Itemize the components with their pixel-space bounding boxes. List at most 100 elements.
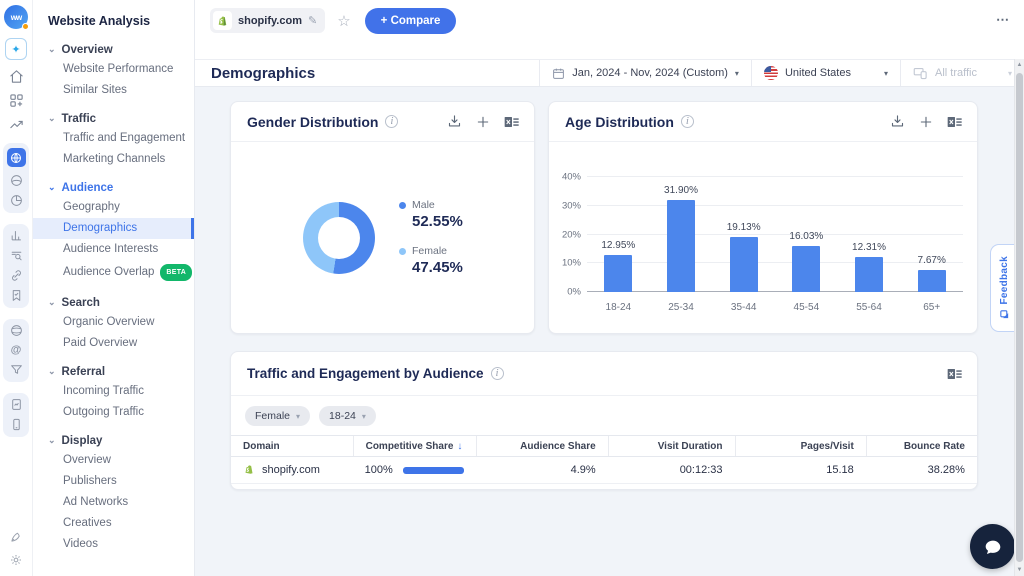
app-analysis-icon[interactable]	[10, 174, 23, 187]
info-icon[interactable]: i	[680, 115, 694, 128]
add-to-dashboard-icon[interactable]	[919, 115, 933, 129]
download-icon[interactable]	[447, 114, 462, 129]
excel-export-icon[interactable]	[947, 367, 963, 381]
link-icon[interactable]	[10, 269, 23, 282]
competitive-share-cell: 100%	[353, 457, 477, 483]
sidebar-item-overview[interactable]: Overview	[33, 450, 194, 471]
mobile-phone-icon[interactable]	[10, 418, 23, 431]
nav-section-label: Search	[61, 297, 100, 309]
domain-cell[interactable]: shopify.com	[231, 457, 353, 483]
nav-section-header-search[interactable]: ⌄ Search	[33, 294, 194, 312]
more-menu-icon[interactable]: ⋯	[996, 12, 1010, 27]
compare-button[interactable]: + Compare	[364, 8, 457, 34]
country-selector[interactable]: United States ▾	[750, 60, 900, 86]
sidebar-item-marketing-channels[interactable]: Marketing Channels	[33, 149, 194, 170]
sidebar-item-incoming-traffic[interactable]: Incoming Traffic	[33, 381, 194, 402]
similarweb-logo[interactable]: ᴡᴡ	[4, 5, 29, 30]
filter-chip-female[interactable]: Female ▾	[245, 406, 311, 426]
sidebar-item-organic-overview[interactable]: Organic Overview	[33, 312, 194, 333]
excel-export-icon[interactable]	[504, 115, 520, 129]
sidebar-item-similar-sites[interactable]: Similar Sites	[33, 80, 194, 101]
date-range-picker[interactable]: Jan, 2024 - Nov, 2024 (Custom) ▾	[539, 60, 751, 86]
chat-icon	[985, 540, 1000, 554]
trend-chart-icon[interactable]	[9, 117, 24, 132]
gender-distribution-card: Gender Distribution i Male 52.55% Female 47…	[230, 101, 535, 334]
scroll-up-arrow[interactable]: ▲	[1016, 62, 1023, 68]
website-analysis-icon[interactable]	[6, 148, 26, 167]
research-search-icon[interactable]	[10, 249, 23, 262]
column-header-visit-duration[interactable]: Visit Duration	[607, 436, 735, 456]
sidebar-item-website-performance[interactable]: Website Performance	[33, 59, 194, 80]
sidebar-item-geography[interactable]: Geography	[33, 197, 194, 218]
gridline	[587, 291, 963, 292]
edit-pencil-icon[interactable]: ✎	[307, 15, 318, 27]
scrollbar[interactable]: ▲ ▼	[1014, 59, 1024, 576]
rail-group-research	[3, 224, 29, 308]
excel-export-icon[interactable]	[947, 115, 963, 129]
keyword-search-icon[interactable]: @	[10, 344, 22, 356]
nav-section-header-traffic[interactable]: ⌄ Traffic	[33, 110, 194, 128]
sidebar-item-outgoing-traffic[interactable]: Outgoing Traffic	[33, 402, 194, 423]
scrollbar-thumb[interactable]	[1016, 73, 1023, 562]
column-header-audience-share[interactable]: Audience Share	[476, 436, 607, 456]
sidebar-item-label: Geography	[63, 201, 120, 213]
info-icon[interactable]: i	[385, 115, 399, 128]
ai-assistant-icon[interactable]: ✦	[5, 38, 27, 60]
download-icon[interactable]	[890, 114, 905, 129]
rail-group-marketing: @	[3, 319, 29, 382]
bounce-rate-cell-value: 38.28%	[927, 464, 965, 476]
audience-share-cell: 4.9%	[476, 457, 607, 483]
visit-duration-cell: 00:12:33	[608, 457, 735, 483]
sidebar-item-publishers[interactable]: Publishers	[33, 471, 194, 492]
feedback-label: Feedback	[998, 255, 1010, 305]
nav-section-header-referral[interactable]: ⌄ Referral	[33, 363, 194, 381]
chevron-down-icon: ⌄	[48, 296, 56, 307]
favorite-star-icon[interactable]: ☆	[337, 13, 351, 30]
feedback-tab[interactable]: Feedback	[990, 244, 1017, 332]
digital-marketing-icon[interactable]	[10, 324, 23, 337]
column-header-pages-visit[interactable]: Pages/Visit	[734, 436, 866, 456]
traffic-filter[interactable]: All traffic ▾	[900, 60, 1024, 86]
market-share-icon[interactable]	[10, 194, 23, 207]
sidebar-item-traffic-and-engagement[interactable]: Traffic and Engagement	[33, 128, 194, 149]
column-header-bounce-rate[interactable]: Bounce Rate	[865, 436, 977, 456]
apps-grid-icon[interactable]	[9, 93, 24, 108]
bar-slots: 12.95% 18-24 31.90% 25-34 19.13% 35-44 16.03% 4…	[587, 177, 963, 313]
bookmark-check-icon[interactable]	[10, 289, 23, 302]
report-page-icon[interactable]	[10, 398, 23, 411]
competitive-share-value: 100%	[364, 464, 393, 476]
funnel-icon[interactable]	[10, 363, 23, 376]
nav-section-header-audience[interactable]: ⌄ Audience	[33, 179, 194, 197]
settings-gear-icon[interactable]	[9, 553, 23, 567]
sidebar-item-audience-overlap[interactable]: Audience Overlap BETA	[33, 260, 194, 285]
bar-value-label: 19.13%	[726, 222, 761, 234]
bar-slot-45-54: 16.03% 45-54	[775, 177, 838, 313]
rocket-icon[interactable]	[9, 530, 23, 544]
chat-bubble-button[interactable]	[970, 524, 1015, 569]
column-header-domain[interactable]: Domain	[231, 436, 353, 456]
filter-chip-18-24[interactable]: 18-24 ▾	[319, 406, 376, 426]
column-header-competitive-share[interactable]: Competitive Share ↓	[352, 436, 477, 456]
bar-value-label: 7.67%	[917, 254, 946, 266]
sidebar-item-creatives[interactable]: Creatives	[33, 513, 194, 534]
nav-section-header-display[interactable]: ⌄ Display	[33, 432, 194, 450]
info-icon[interactable]: i	[490, 367, 504, 380]
nav-section-referral: ⌄ Referral Incoming Traffic Outgoing Traffi…	[33, 363, 194, 423]
home-icon[interactable]	[9, 69, 24, 84]
bar-chart-icon[interactable]	[10, 229, 23, 242]
nav-section-header-overview[interactable]: ⌄ Overview	[33, 41, 194, 59]
sidebar-item-paid-overview[interactable]: Paid Overview	[33, 333, 194, 354]
y-axis-tick: 10%	[561, 257, 581, 269]
table-row[interactable]: shopify.com 100% 4.9% 00:12:33 15.18 38.28%	[231, 457, 977, 484]
add-to-dashboard-icon[interactable]	[476, 115, 490, 129]
sidebar-item-videos[interactable]: Videos	[33, 534, 194, 555]
bar-value-label: 16.03%	[789, 230, 824, 242]
scroll-down-arrow[interactable]: ▼	[1016, 567, 1023, 573]
sidebar-item-label: Overview	[63, 454, 111, 466]
sidebar-item-audience-interests[interactable]: Audience Interests	[33, 239, 194, 260]
site-chip[interactable]: shopify.com ✎	[210, 8, 326, 33]
sidebar-item-demographics[interactable]: Demographics	[33, 218, 194, 239]
sidebar-item-ad-networks[interactable]: Ad Networks	[33, 492, 194, 513]
site-domain: shopify.com	[238, 14, 302, 27]
x-axis-tick: 45-54	[793, 302, 820, 313]
